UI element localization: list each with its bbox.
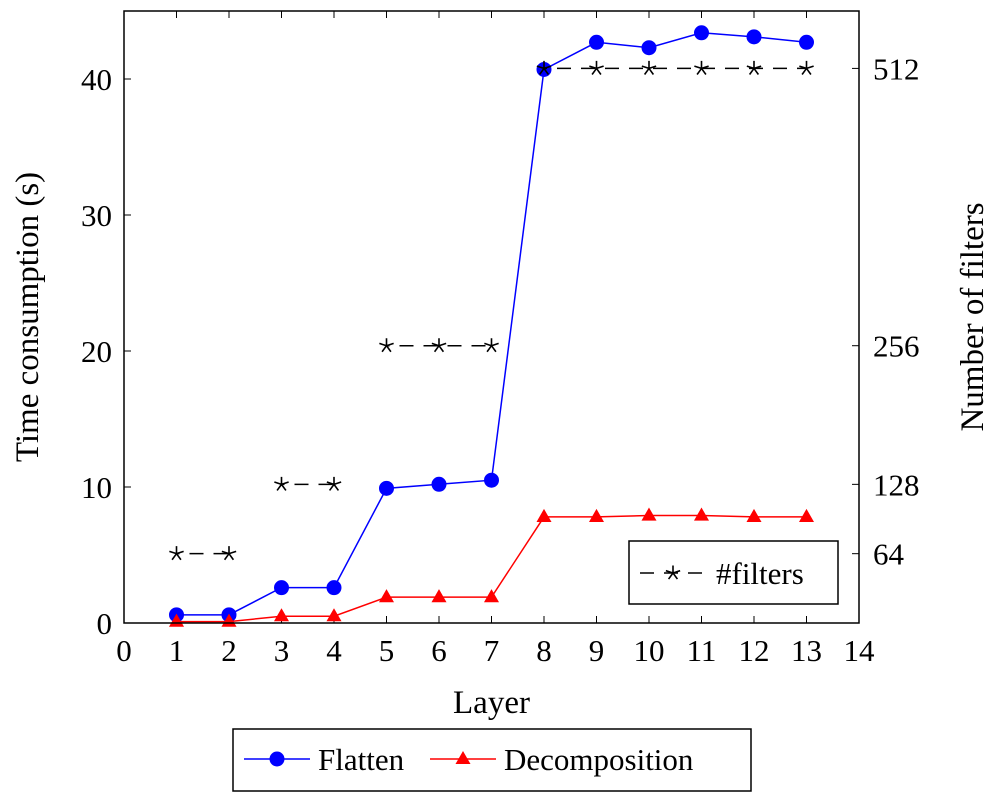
- plot-series: [168, 25, 815, 627]
- data-point: [484, 472, 499, 488]
- data-point: [641, 40, 657, 56]
- legend-flatten-marker: [269, 751, 285, 767]
- data-point: [326, 580, 342, 596]
- y2-tick-label: 64: [873, 537, 905, 572]
- legend-filters-marker: [665, 565, 681, 580]
- data-point: [431, 589, 447, 603]
- data-point: [746, 508, 762, 522]
- x-tick-label: 1: [169, 633, 185, 668]
- data-point: [746, 29, 762, 45]
- series-filters: [169, 60, 814, 561]
- y2-tick-label: 512: [873, 51, 920, 86]
- x-tick-label: 5: [379, 633, 395, 668]
- x-tick-label: 2: [221, 633, 237, 668]
- legend-flatten-sample: [244, 751, 310, 767]
- data-point: [798, 508, 815, 522]
- data-point: [694, 25, 709, 41]
- data-point: [273, 608, 290, 622]
- data-point: [799, 60, 814, 75]
- y2-axis-label: Number of filters: [955, 202, 991, 431]
- data-point: [431, 338, 447, 353]
- x-tick-label: 9: [589, 633, 605, 668]
- data-point: [379, 338, 394, 353]
- x-tick-label: 0: [116, 633, 132, 668]
- legend-filters-sample: [640, 565, 706, 580]
- y-tick-label: 30: [81, 198, 112, 233]
- legend-filters-box: [628, 540, 839, 605]
- data-point: [746, 60, 762, 75]
- data-point: [693, 507, 710, 521]
- data-point: [799, 34, 814, 50]
- data-point: [694, 60, 709, 75]
- data-point: [641, 507, 657, 521]
- series-flatten: [169, 25, 814, 623]
- data-point: [326, 608, 342, 622]
- x-tick-label: 8: [536, 633, 552, 668]
- data-point: [589, 60, 604, 75]
- x-tick-label: 6: [431, 633, 447, 668]
- y-tick-label: 10: [81, 470, 112, 505]
- data-point: [169, 546, 184, 561]
- legend-flatten-label: Flatten: [318, 742, 405, 777]
- x-tick-label: 10: [634, 633, 665, 668]
- tick-marks: [123, 11, 860, 624]
- series-line: [176, 32, 807, 616]
- legend-decomposition-marker: [455, 750, 471, 765]
- y-tick-label: 0: [97, 606, 113, 641]
- y2-tick-label: 128: [873, 467, 920, 502]
- data-point: [378, 589, 395, 603]
- legend-decomposition-sample: [430, 750, 496, 765]
- x-tick-label: 4: [326, 633, 342, 668]
- y-tick-label: 20: [81, 334, 112, 369]
- x-tick-label: 3: [274, 633, 290, 668]
- data-point: [274, 476, 289, 491]
- data-point: [588, 508, 605, 522]
- data-point: [326, 476, 342, 491]
- data-point: [483, 589, 500, 603]
- x-tick-label: 12: [739, 633, 770, 668]
- y-axis-label: Time consumption (s): [10, 172, 46, 462]
- legend-filters-label: #filters: [716, 556, 804, 591]
- data-point: [484, 338, 499, 353]
- x-axis-label: Layer: [453, 685, 530, 721]
- x-tick-label: 7: [484, 633, 500, 668]
- data-point: [536, 60, 552, 75]
- y2-tick-label: 256: [873, 329, 920, 364]
- legend-decomposition-label: Decomposition: [504, 742, 694, 777]
- data-point: [221, 546, 237, 561]
- x-tick-label: 14: [844, 633, 876, 668]
- plot-frame: [123, 10, 860, 624]
- data-point: [536, 508, 552, 522]
- data-point: [641, 60, 657, 75]
- data-point: [379, 480, 394, 496]
- data-point: [431, 476, 447, 492]
- legend-bottom: Flatten Decomposition: [232, 728, 752, 792]
- y-tick-label: 40: [81, 62, 112, 97]
- legend-bottom-box: [232, 728, 752, 792]
- x-tick-label: 13: [791, 633, 822, 668]
- legend-filters: #filters: [628, 540, 839, 605]
- data-point: [589, 34, 604, 50]
- x-tick-label: 11: [687, 633, 717, 668]
- data-point: [274, 580, 289, 596]
